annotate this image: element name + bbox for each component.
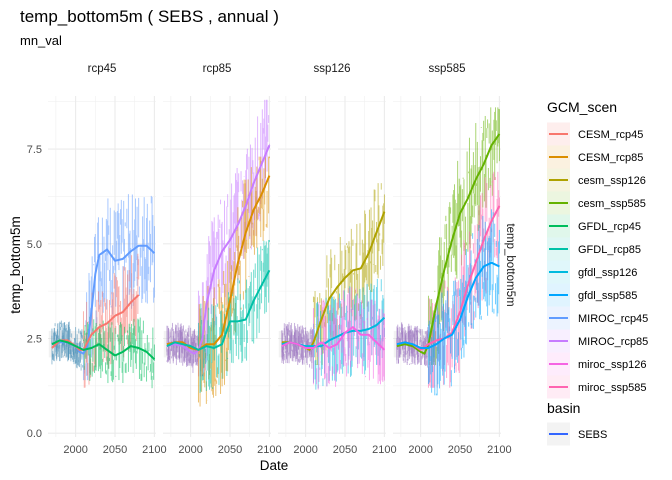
legend-entry: gfdl_ssp585 xyxy=(547,283,637,307)
legend-label: cesm_ssp585 xyxy=(578,198,646,210)
series-line-MIROC_rcp85 xyxy=(166,144,271,355)
legend: GCM_scen CESM_rcp45 CESM_rcp85 cesm_ssp126c… xyxy=(547,99,648,446)
x-tick-label: 2000 xyxy=(63,444,87,456)
legend-label: gfdl_ssp585 xyxy=(578,290,637,302)
x-axis-title: Date xyxy=(260,458,289,473)
x-tick-label: 2050 xyxy=(448,444,472,456)
facet-panel-rcp85: rcp85 2000 2050 2100 xyxy=(163,63,282,456)
x-tick-label: 2050 xyxy=(103,444,127,456)
x-tick-label: 2100 xyxy=(372,444,396,456)
legend-label: gfdl_ssp126 xyxy=(578,267,637,279)
x-tick-label: 2100 xyxy=(487,444,511,456)
legend-title: basin xyxy=(547,400,580,416)
legend-label: miroc_ssp585 xyxy=(578,382,646,394)
series-line-CESM_rcp45 xyxy=(51,294,140,351)
series-line-GFDL_rcp45 xyxy=(51,339,156,361)
facet-panel-ssp126: ssp126 2000 2050 2100 xyxy=(278,63,397,456)
legend-entry: cesm_ssp126 xyxy=(547,168,646,192)
y-axis: 0.0 2.5 5.0 7.5 xyxy=(27,144,42,440)
facet-strip-label: ssp126 xyxy=(313,63,350,75)
x-tick-label: 2100 xyxy=(142,444,166,456)
legend-entry: gfdl_ssp126 xyxy=(547,260,637,284)
y-tick-label: 0.0 xyxy=(27,428,42,440)
facet-strip-label: rcp45 xyxy=(88,63,117,75)
series-line-gfdl_ssp585 xyxy=(396,261,500,349)
legend-entry: CESM_rcp85 xyxy=(547,145,643,169)
legend-label: GFDL_rcp85 xyxy=(578,244,641,256)
facet-panel-rcp45: rcp45 2000 2050 2100 xyxy=(48,63,167,456)
facet-panel-ssp585: ssp585 2000 2050 2100 xyxy=(393,63,512,456)
legend-entry: GFDL_rcp85 xyxy=(547,237,641,261)
legend-entry: MIROC_rcp85 xyxy=(547,329,648,353)
chart-subtitle: mn_val xyxy=(20,33,62,48)
series-line-miroc_ssp126 xyxy=(281,326,386,351)
series-line-CESM_rcp85 xyxy=(166,175,271,351)
legend-label: CESM_rcp85 xyxy=(578,152,643,164)
right-strip-label: temp_bottom5m xyxy=(504,223,516,306)
x-tick-label: 2050 xyxy=(333,444,357,456)
legend-entry: CESM_rcp45 xyxy=(547,122,643,146)
legend-label: SEBS xyxy=(578,429,607,441)
y-axis-title: temp_bottom5m xyxy=(8,216,23,314)
legend-entry: MIROC_rcp45 xyxy=(547,306,648,330)
x-tick-label: 2000 xyxy=(178,444,202,456)
facet-strip-label: ssp585 xyxy=(428,63,465,75)
raw-series-gfdl_ssp585 xyxy=(396,209,500,396)
chart-title: temp_bottom5m ( SEBS , annual ) xyxy=(20,7,279,26)
legend-entry: cesm_ssp585 xyxy=(547,191,646,215)
legend-title: GCM_scen xyxy=(547,99,617,115)
legend-label: miroc_ssp126 xyxy=(578,359,646,371)
x-tick-label: 2000 xyxy=(408,444,432,456)
y-tick-label: 7.5 xyxy=(27,144,42,156)
legend-label: MIROC_rcp85 xyxy=(578,336,648,348)
legend-label: GFDL_rcp45 xyxy=(578,221,641,233)
legend-entry: GFDL_rcp45 xyxy=(547,214,641,238)
legend-label: MIROC_rcp45 xyxy=(578,313,648,325)
facet-strip-label: rcp85 xyxy=(203,63,232,75)
x-tick-label: 2000 xyxy=(293,444,317,456)
x-tick-label: 2050 xyxy=(218,444,242,456)
legend-entry: SEBS xyxy=(547,422,607,446)
legend-entry: miroc_ssp585 xyxy=(547,375,646,399)
x-tick-label: 2100 xyxy=(257,444,281,456)
y-tick-label: 2.5 xyxy=(27,333,42,345)
legend-entry: miroc_ssp126 xyxy=(547,352,646,376)
legend-label: cesm_ssp126 xyxy=(578,175,646,187)
legend-label: CESM_rcp45 xyxy=(578,129,643,141)
y-tick-label: 5.0 xyxy=(27,239,42,251)
series-line-GFDL_rcp85 xyxy=(166,269,271,351)
series-line-cesm_ssp585 xyxy=(396,133,501,355)
